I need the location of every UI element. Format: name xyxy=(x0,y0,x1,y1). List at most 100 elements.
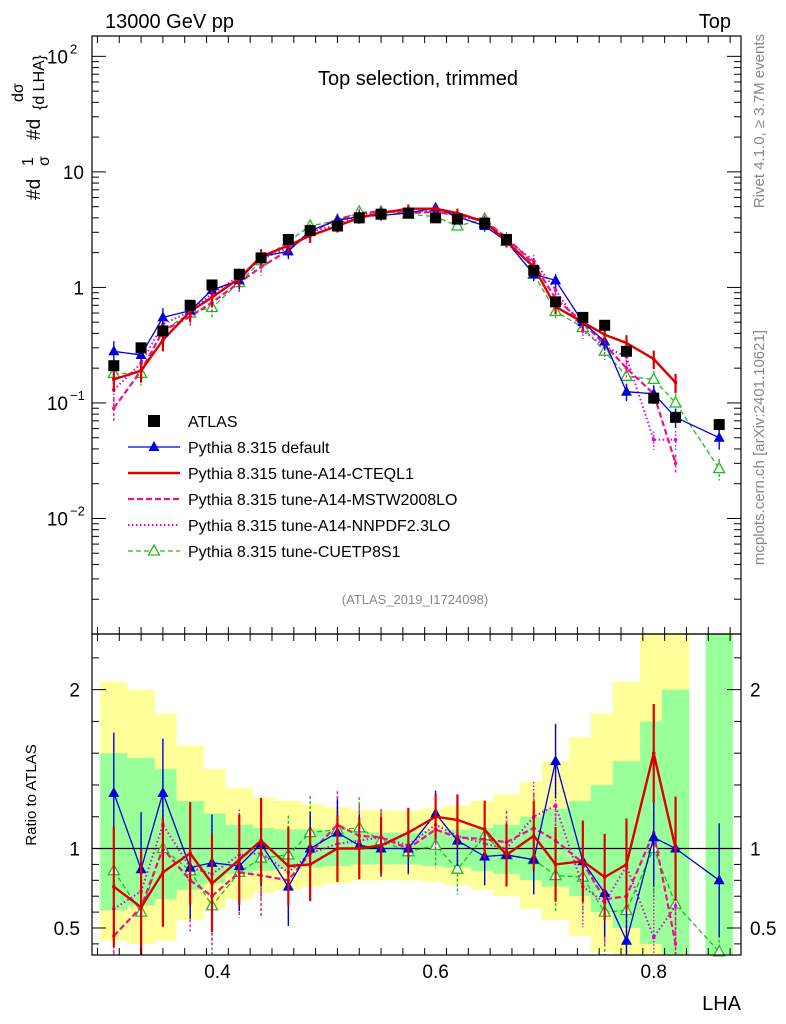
main-cteql1-point-1 xyxy=(139,368,143,373)
ratio-cteql1-point-18 xyxy=(553,862,558,867)
main-mstw-point-6 xyxy=(259,265,263,269)
x-tick-label-2: 0.8 xyxy=(641,962,667,983)
ylabel-part-4: #d xyxy=(24,119,45,140)
ylabel-part-1: #d xyxy=(24,179,45,200)
main-y-tick-exp-4: 2 xyxy=(70,41,77,56)
main-atlas-point-15 xyxy=(479,217,491,229)
main-atlas-point-11 xyxy=(375,208,387,220)
main-atlas-point-18 xyxy=(550,296,562,308)
ratio-cteql1-point-17 xyxy=(531,834,536,838)
ratio-cteql1-point-16 xyxy=(504,853,509,857)
main-default-point-18 xyxy=(550,274,562,285)
ratio-cteql1-point-21 xyxy=(624,862,629,867)
main-cteql1-point-4 xyxy=(210,295,214,300)
main-y-tick-exp-1: −1 xyxy=(70,388,85,403)
ratio-nnpdf-line xyxy=(113,804,677,940)
main-atlas-point-0 xyxy=(108,360,120,372)
ylabel-part-2: 1 xyxy=(20,157,37,166)
ratio-cteql1-point-13 xyxy=(433,814,438,819)
ylabel-part-5: dσ xyxy=(10,83,27,102)
ratio-plot-frame xyxy=(91,633,742,956)
main-cteql1-point-0 xyxy=(112,377,116,382)
main-cteql1-point-22 xyxy=(651,357,656,361)
main-series-layer xyxy=(107,201,726,481)
ratio-cuetp-point-14 xyxy=(450,861,465,874)
main-y-axis-label: #d 1 σ #d dσ {d LHA} xyxy=(10,54,53,200)
rivet-label: Rivet 4.1.0, ≥ 3.7M events xyxy=(751,34,768,208)
ratio-cteql1-point-8 xyxy=(308,862,312,867)
ratio-cteql1-point-22 xyxy=(651,751,656,755)
ratio-cteql1-point-6 xyxy=(259,838,263,843)
ratio-mstw-point-23 xyxy=(673,942,678,946)
main-atlas-point-2 xyxy=(157,325,169,337)
main-atlas-point-12 xyxy=(402,207,414,219)
main-atlas-point-16 xyxy=(500,233,512,245)
main-atlas-point-10 xyxy=(353,212,365,224)
ylabel-part-6: {d LHA} xyxy=(31,54,48,110)
main-default-line xyxy=(113,207,720,439)
main-atlas-point-20 xyxy=(599,319,611,331)
ratio-default-point-22 xyxy=(648,831,660,842)
main-atlas-point-17 xyxy=(528,265,540,277)
ratio-cteql1-point-9 xyxy=(335,846,340,851)
ratio-y-tick-label-right-1: 1 xyxy=(750,840,761,861)
main-atlas-point-9 xyxy=(331,220,343,232)
main-y-tick-label-1: 10 xyxy=(47,394,68,415)
main-atlas-point-8 xyxy=(304,225,316,237)
ratio-cteql1-line xyxy=(113,752,677,910)
main-atlas-point-7 xyxy=(282,233,294,245)
ratio-mstw-line xyxy=(113,823,677,945)
ratio-cteql1-point-23 xyxy=(673,846,678,851)
legend: ATLAS Pythia 8.315 default Pythia 8.315 tu… xyxy=(128,414,457,561)
ratio-default-point-18 xyxy=(550,755,562,766)
main-atlas-point-22 xyxy=(648,392,660,404)
ratio-cteql1-point-7 xyxy=(286,864,291,868)
ratio-cteql1-point-20 xyxy=(602,875,607,879)
legend-label-atlas: ATLAS xyxy=(188,414,238,431)
x-tick-label-1: 0.6 xyxy=(422,962,448,983)
ratio-cteql1-point-11 xyxy=(379,843,383,848)
main-default-point-2 xyxy=(157,311,169,322)
ratio-uncertainty-bands xyxy=(100,634,733,955)
main-mstw-point-21 xyxy=(624,366,629,370)
legend-label-cteql1: Pythia 8.315 tune-A14-CTEQL1 xyxy=(188,466,414,483)
ratio-nnpdf-point-23 xyxy=(673,903,678,908)
mcplots-label: mcplots.cern.ch [arXiv:2401.10621] xyxy=(751,330,768,565)
main-y-tick-label-2: 1 xyxy=(73,278,84,299)
legend-label-mstw: Pythia 8.315 tune-A14-MSTW2008LO xyxy=(188,492,457,509)
ratio-cteql1-point-2 xyxy=(161,870,165,875)
ratio-nnpdf-point-22 xyxy=(651,935,656,940)
main-atlas-point-23 xyxy=(670,411,682,423)
ratio-default-point-24 xyxy=(713,874,725,885)
ratio-cteql1-point-19 xyxy=(581,859,585,864)
legend-marker-cuetp xyxy=(147,543,161,556)
legend-marker-atlas xyxy=(148,415,160,427)
main-cteql1-point-23 xyxy=(673,380,678,385)
ratio-cteql1-point-5 xyxy=(237,857,242,862)
main-default-point-21 xyxy=(620,385,632,396)
ratio-default-point-21 xyxy=(620,934,632,945)
ratio-default-point-0 xyxy=(108,786,120,797)
ratio-series-layer xyxy=(92,704,741,957)
main-atlas-point-5 xyxy=(233,268,245,280)
ratio-cteql1-point-0 xyxy=(112,884,116,889)
main-y-tick-label-4: 10 xyxy=(47,47,68,68)
ratio-y-tick-label-right-2: 2 xyxy=(750,681,761,702)
legend-label-default: Pythia 8.315 default xyxy=(188,440,330,457)
main-cuetp-point-14 xyxy=(450,218,465,231)
ratio-cteql1-point-15 xyxy=(482,827,487,832)
header-left: 13000 GeV pp xyxy=(105,11,234,33)
ratio-y-tick-label-right-0: 0.5 xyxy=(750,919,776,940)
ratio-cteql1-point-1 xyxy=(139,905,143,910)
main-atlas-point-19 xyxy=(577,311,589,323)
main-y-tick-label-3: 10 xyxy=(63,163,84,184)
main-atlas-point-21 xyxy=(620,345,632,357)
chart-title: Top selection, trimmed xyxy=(318,68,518,90)
main-cuetp-point-22 xyxy=(647,372,661,385)
legend-label-cuetp: Pythia 8.315 tune-CUETP8S1 xyxy=(188,544,401,561)
legend-marker-default xyxy=(148,441,160,451)
legend-label-nnpdf: Pythia 8.315 tune-A14-NNPDF2.3LO xyxy=(188,518,450,535)
ratio-y-tick-label-left-0: 0.5 xyxy=(54,919,80,940)
main-atlas-point-14 xyxy=(451,213,463,225)
